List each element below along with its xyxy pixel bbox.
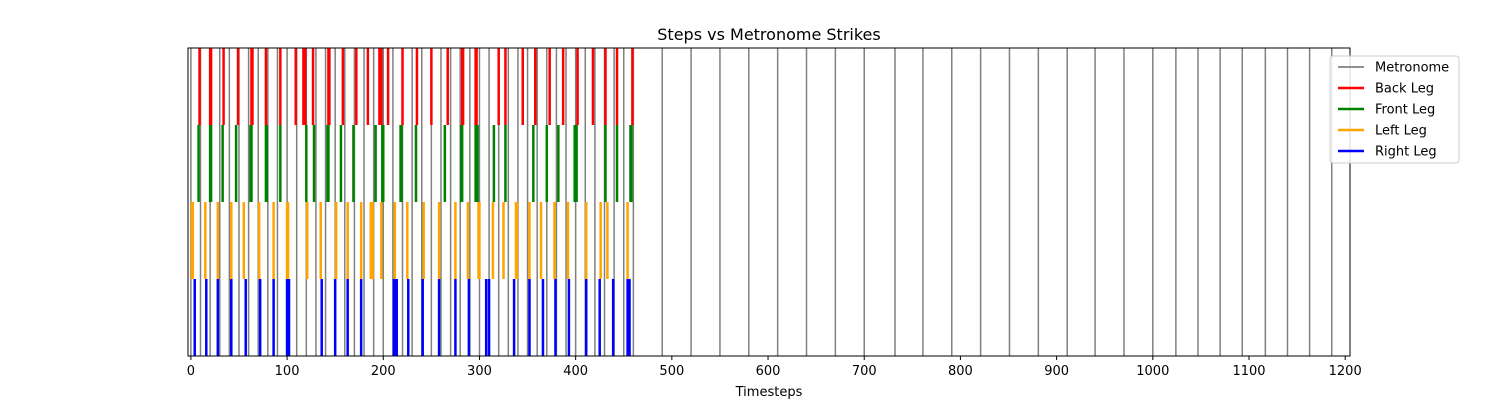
- legend-label: Back Leg: [1375, 82, 1434, 97]
- back-leg-series: [198, 48, 634, 125]
- x-axis-ticks: 0 100 200 300 400 500 600 700 800 900 1000 1100 1200: [187, 356, 1362, 379]
- x-tick-label: 0: [187, 364, 195, 379]
- x-tick-label: 100: [275, 364, 300, 379]
- legend-label: Left Leg: [1375, 124, 1427, 139]
- legend: Metronome Back Leg Front Leg Left Leg Right …: [1329, 55, 1460, 164]
- plot-area: [190, 48, 1333, 356]
- x-axis-label: Timesteps: [735, 385, 803, 400]
- x-tick-label: 200: [371, 364, 396, 379]
- x-tick-label: 800: [948, 364, 973, 379]
- plot-frame: [187, 47, 1351, 357]
- x-tick-label: 1000: [1136, 364, 1169, 379]
- x-tick-label: 1200: [1329, 364, 1362, 379]
- chart-title: Steps vs Metronome Strikes: [657, 25, 880, 44]
- legend-label: Front Leg: [1375, 103, 1435, 118]
- x-tick-label: 500: [659, 364, 684, 379]
- x-tick-label: 900: [1044, 364, 1069, 379]
- right-leg-series: [193, 279, 631, 356]
- x-tick-label: 1100: [1232, 364, 1265, 379]
- left-leg-series: [190, 202, 629, 279]
- x-tick-label: 300: [467, 364, 492, 379]
- x-tick-label: 700: [852, 364, 877, 379]
- front-leg-series: [197, 125, 633, 202]
- x-tick-label: 600: [756, 364, 781, 379]
- legend-frame: [1329, 55, 1460, 164]
- legend-label: Right Leg: [1375, 145, 1437, 160]
- legend-label: Metronome: [1375, 61, 1449, 76]
- x-tick-label: 400: [563, 364, 588, 379]
